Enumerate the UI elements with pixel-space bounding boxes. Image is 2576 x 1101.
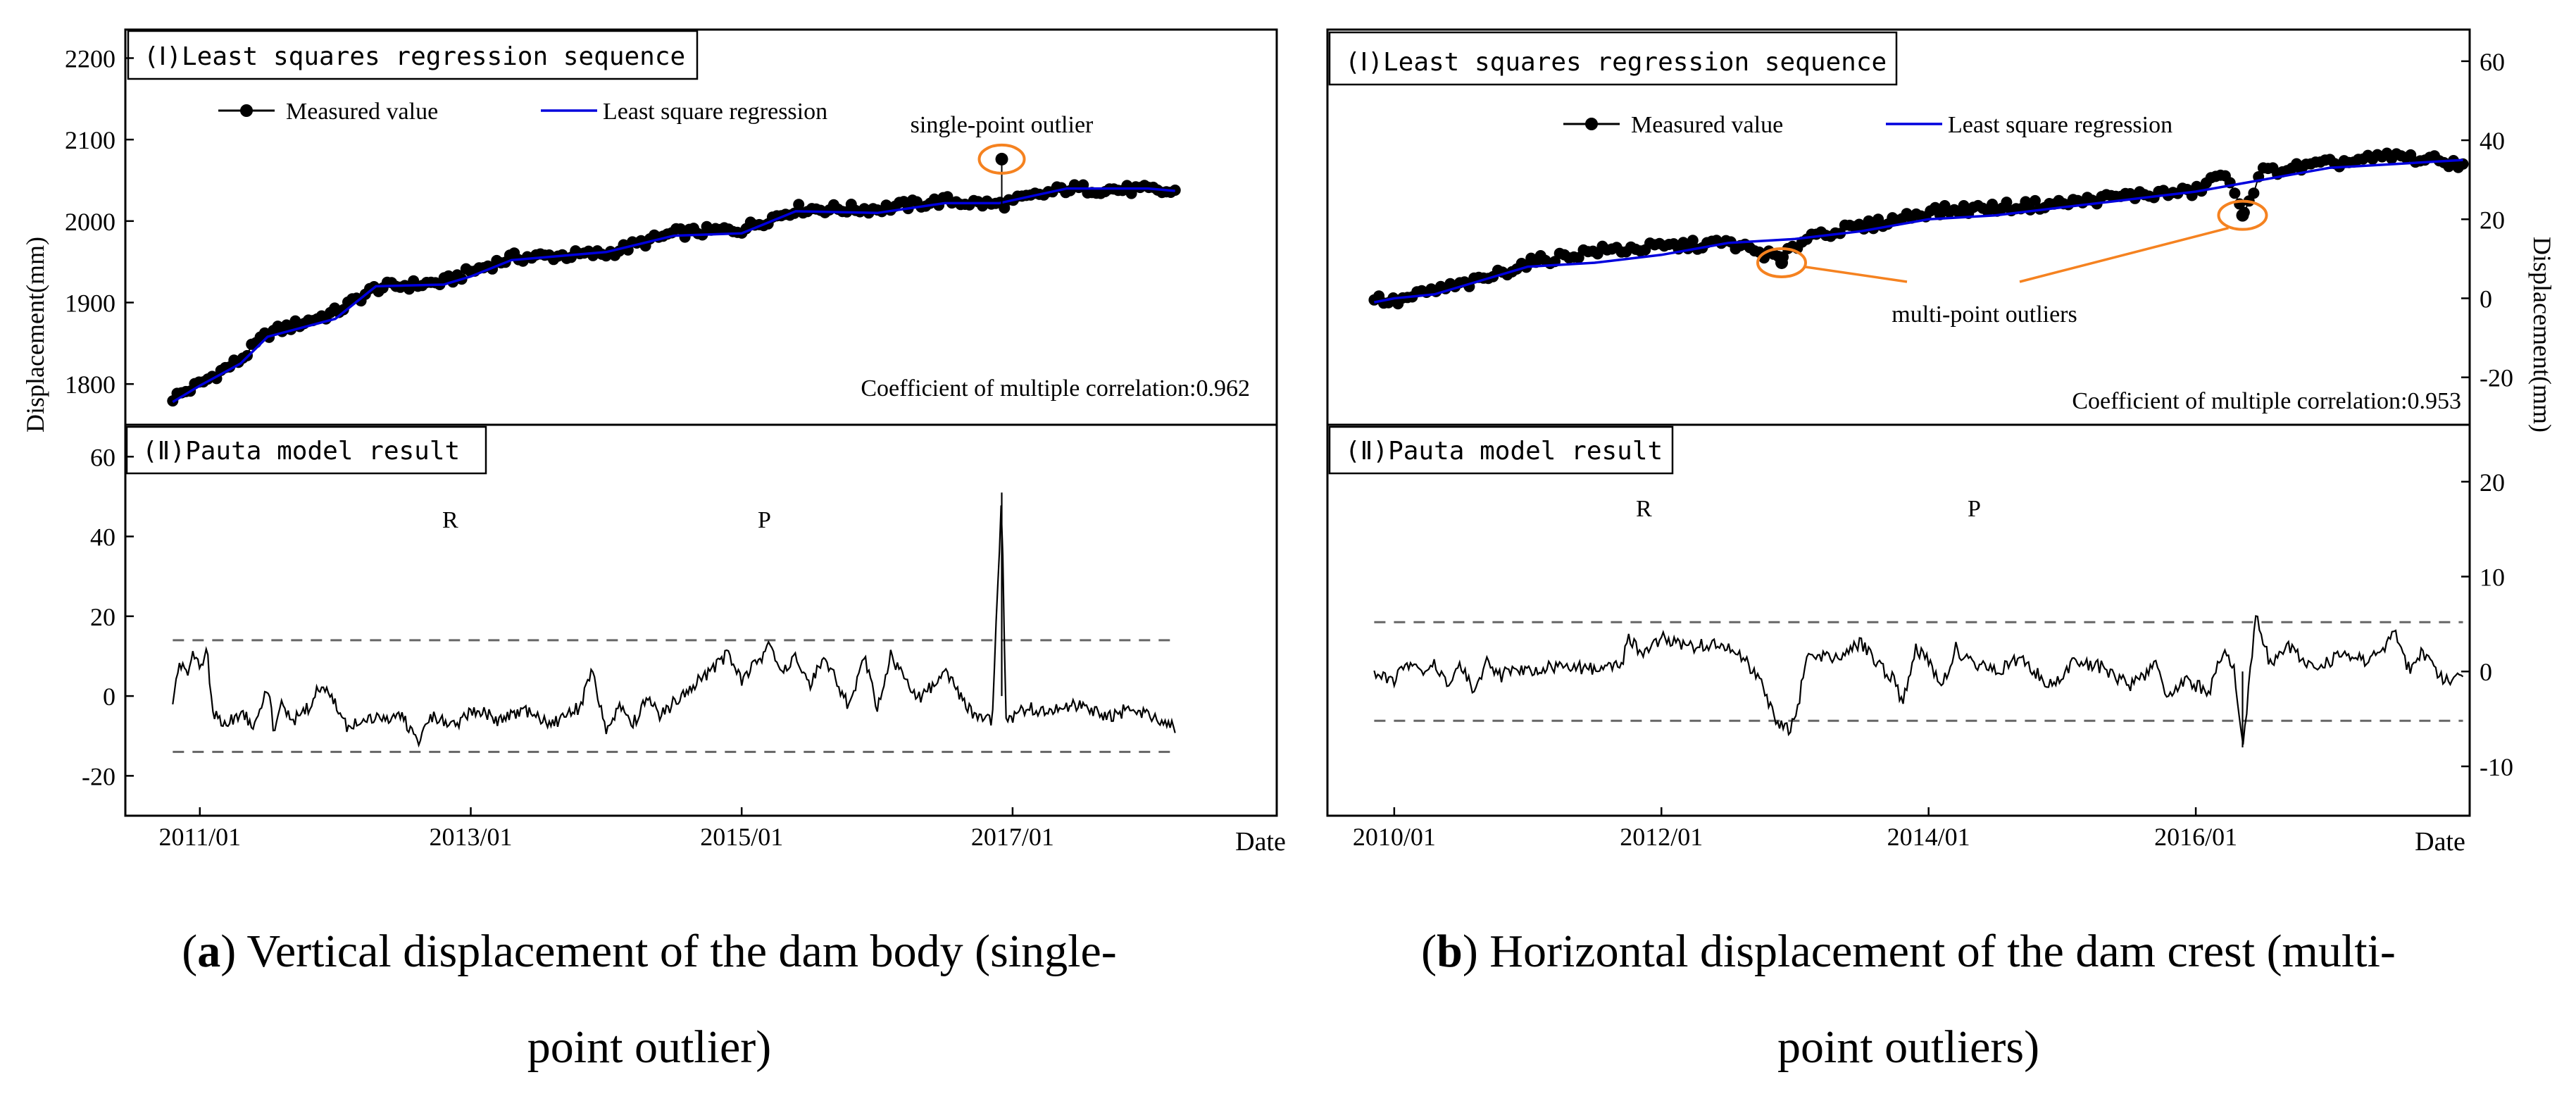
outlier-point — [995, 152, 1008, 166]
x-axis-label: Date — [1235, 827, 1286, 857]
y-tick-label: 2200 — [65, 44, 115, 73]
y-tick-label: 20 — [2480, 468, 2505, 497]
measured-line — [172, 184, 1176, 402]
outlier-label: multi-point outliers — [1892, 301, 2077, 328]
outlier-leader-line — [2019, 226, 2229, 283]
x-tick-label: 2015/01 — [700, 823, 783, 851]
panel-label-box — [127, 30, 699, 80]
caption-paren: ) — [220, 926, 236, 977]
plot-frame — [124, 28, 1278, 817]
outlier-leader-line — [1805, 266, 1908, 283]
legend-regression-label: Least square regression — [1948, 112, 2172, 138]
y-tick-label: 20 — [90, 603, 115, 631]
panel-label-box — [125, 425, 487, 475]
legend-measured-marker — [1585, 118, 1598, 130]
y-tick-label: 2100 — [65, 126, 115, 154]
y-tick-label: 2000 — [65, 208, 115, 236]
caption-letter: b — [1437, 926, 1463, 977]
y-tick-label: 0 — [2480, 285, 2492, 313]
residual-line — [172, 492, 1176, 748]
x-tick-label: 2017/01 — [971, 823, 1054, 851]
caption-paren: ) — [1463, 926, 1478, 977]
plot-frame — [1326, 28, 2471, 817]
caption-letter: a — [197, 926, 220, 977]
legend-measured-label: Measured value — [286, 99, 438, 125]
y-axis-label: Displacement(mm) — [2528, 237, 2556, 433]
y-tick-label: 60 — [90, 443, 115, 471]
y-tick-label: -10 — [2480, 753, 2513, 781]
x-tick-label: 2011/01 — [158, 823, 241, 851]
y-tick-label: -20 — [2480, 364, 2513, 392]
y-tick-label: 20 — [2480, 206, 2505, 234]
regression-line — [172, 187, 1175, 404]
y-tick-label: 1900 — [65, 289, 115, 317]
legend-measured-marker — [240, 104, 253, 117]
x-tick-label: 2010/01 — [1353, 823, 1436, 851]
y-tick-label: -20 — [82, 762, 115, 790]
outlier-point — [2236, 209, 2249, 222]
legend-residual-label: Residual — [1636, 496, 2576, 522]
chart-b: (Ⅰ)Least squares regression sequence (Ⅱ)P… — [1326, 28, 2576, 1073]
legend-measured-label: Measured value — [1631, 112, 1783, 138]
panel-label-box — [1328, 31, 1898, 86]
figure-caption-line2: point outliers) — [1777, 1021, 2039, 1073]
caption-text: Vertical displacement of the dam body (s… — [236, 926, 1117, 977]
correlation-annotation: Coefficient of multiple correlation:0.96… — [861, 375, 1250, 402]
panel-label-top: (Ⅰ)Least squares regression sequence — [1345, 48, 1887, 77]
figure-caption-line2: point outlier) — [527, 1021, 771, 1073]
y-tick-label: 1800 — [65, 371, 115, 399]
legend-regression-label: Least square regression — [603, 99, 827, 125]
figure-caption-line1: (b) Horizontal displacement of the dam c… — [1421, 926, 2396, 977]
outlier-highlight — [1756, 247, 1808, 278]
y-tick-label: 40 — [2480, 127, 2505, 155]
figure-caption-line1: (a) Vertical displacement of the dam bod… — [182, 926, 1117, 977]
measured-series — [1368, 147, 2469, 310]
measured-line — [1373, 152, 2464, 305]
legend-pauta-label: Pauta — [1968, 496, 2576, 522]
measured-series — [167, 179, 1181, 407]
panel-label-bottom: (Ⅱ)Pauta model result — [142, 437, 460, 466]
x-tick-label: 2012/01 — [1620, 823, 1703, 851]
outlier-highlight — [977, 143, 1026, 175]
caption-paren: ( — [1421, 926, 1437, 977]
y-tick-label: 0 — [103, 683, 115, 711]
x-axis-label: Date — [2415, 827, 2465, 857]
panel-label-top: (Ⅰ)Least squares regression sequence — [144, 42, 685, 71]
caption-paren: ( — [182, 926, 197, 977]
outlier-label: single-point outlier — [911, 112, 1094, 138]
y-axis-label: Displacement(mm) — [21, 237, 49, 433]
panel-label-box — [1328, 425, 1674, 475]
y-tick-label: 0 — [2480, 658, 2492, 686]
panel-label-bottom: (Ⅱ)Pauta model result — [1345, 437, 1663, 466]
outlier-highlight — [2217, 199, 2268, 231]
x-tick-label: 2016/01 — [2154, 823, 2237, 851]
chart-a: (Ⅰ)Least squares regression sequence (Ⅱ)P… — [21, 28, 2576, 1073]
legend-pauta-label: Pauta — [758, 507, 2576, 533]
y-tick-label: 10 — [2480, 564, 2505, 592]
residual-line — [1373, 615, 2464, 747]
y-tick-label: 40 — [90, 523, 115, 552]
regression-line — [1374, 158, 2463, 304]
x-tick-label: 2013/01 — [429, 823, 512, 851]
caption-text: Horizontal displacement of the dam crest… — [1478, 926, 2396, 977]
x-tick-label: 2014/01 — [1887, 823, 1970, 851]
outlier-point — [1775, 256, 1789, 269]
y-tick-label: 60 — [2480, 48, 2505, 76]
correlation-annotation: Coefficient of multiple correlation:0.95… — [2072, 388, 2461, 414]
